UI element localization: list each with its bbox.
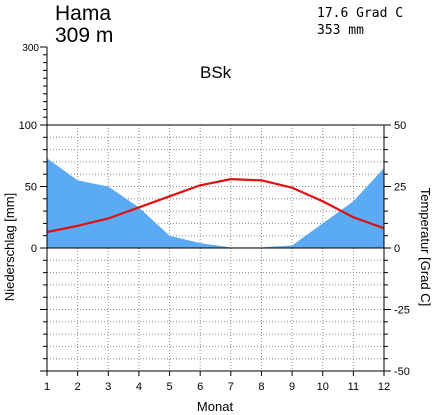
temperature-line [46,178,385,234]
axis-labels: Monat Niederschlag [mm] Temperatur [Grad… [2,188,433,414]
x-tick-label: 5 [166,381,172,393]
x-tick-label: 10 [317,381,329,393]
station-name: Hama [55,2,111,25]
right-axis-label: Temperatur [Grad C] [418,188,433,307]
climate-class: BSk [200,63,232,82]
x-tick-label: 11 [348,381,359,393]
right-tick-label: 25 [394,182,406,194]
x-tick-label: 7 [228,381,234,393]
left-tick-label: 50 [25,182,37,194]
mean-temperature: 17.6 Grad C [317,6,403,21]
upper-tick-label: 300 [22,43,39,54]
annual-precipitation: 353 mm [317,23,364,38]
precipitation-area [47,158,384,248]
x-tick-label: 2 [75,381,81,393]
x-tick-label: 1 [44,381,50,393]
right-tick-label: 50 [394,120,406,132]
right-tick-label: -25 [394,305,410,317]
x-axis-label: Monat [197,399,234,414]
x-tick-label: 12 [378,381,390,393]
upper-precipitation-axis: 300 [22,43,48,125]
data-marks [46,158,385,249]
x-tick-label: 9 [289,381,295,393]
right-tick-label: 0 [394,243,400,255]
left-tick-label: 0 [31,243,37,255]
x-tick-label: 6 [197,381,203,393]
right-tick-label: -50 [394,366,410,378]
station-elevation: 309 m [55,24,113,47]
chart-header: Hama 309 m 17.6 Grad C 353 mm BSk [55,2,403,82]
x-tick-label: 4 [136,381,142,393]
x-tick-label: 3 [105,381,111,393]
left-tick-label: 100 [19,120,37,132]
x-tick-label: 8 [258,381,264,393]
left-axis-label: Niederschlag [mm] [2,193,17,301]
